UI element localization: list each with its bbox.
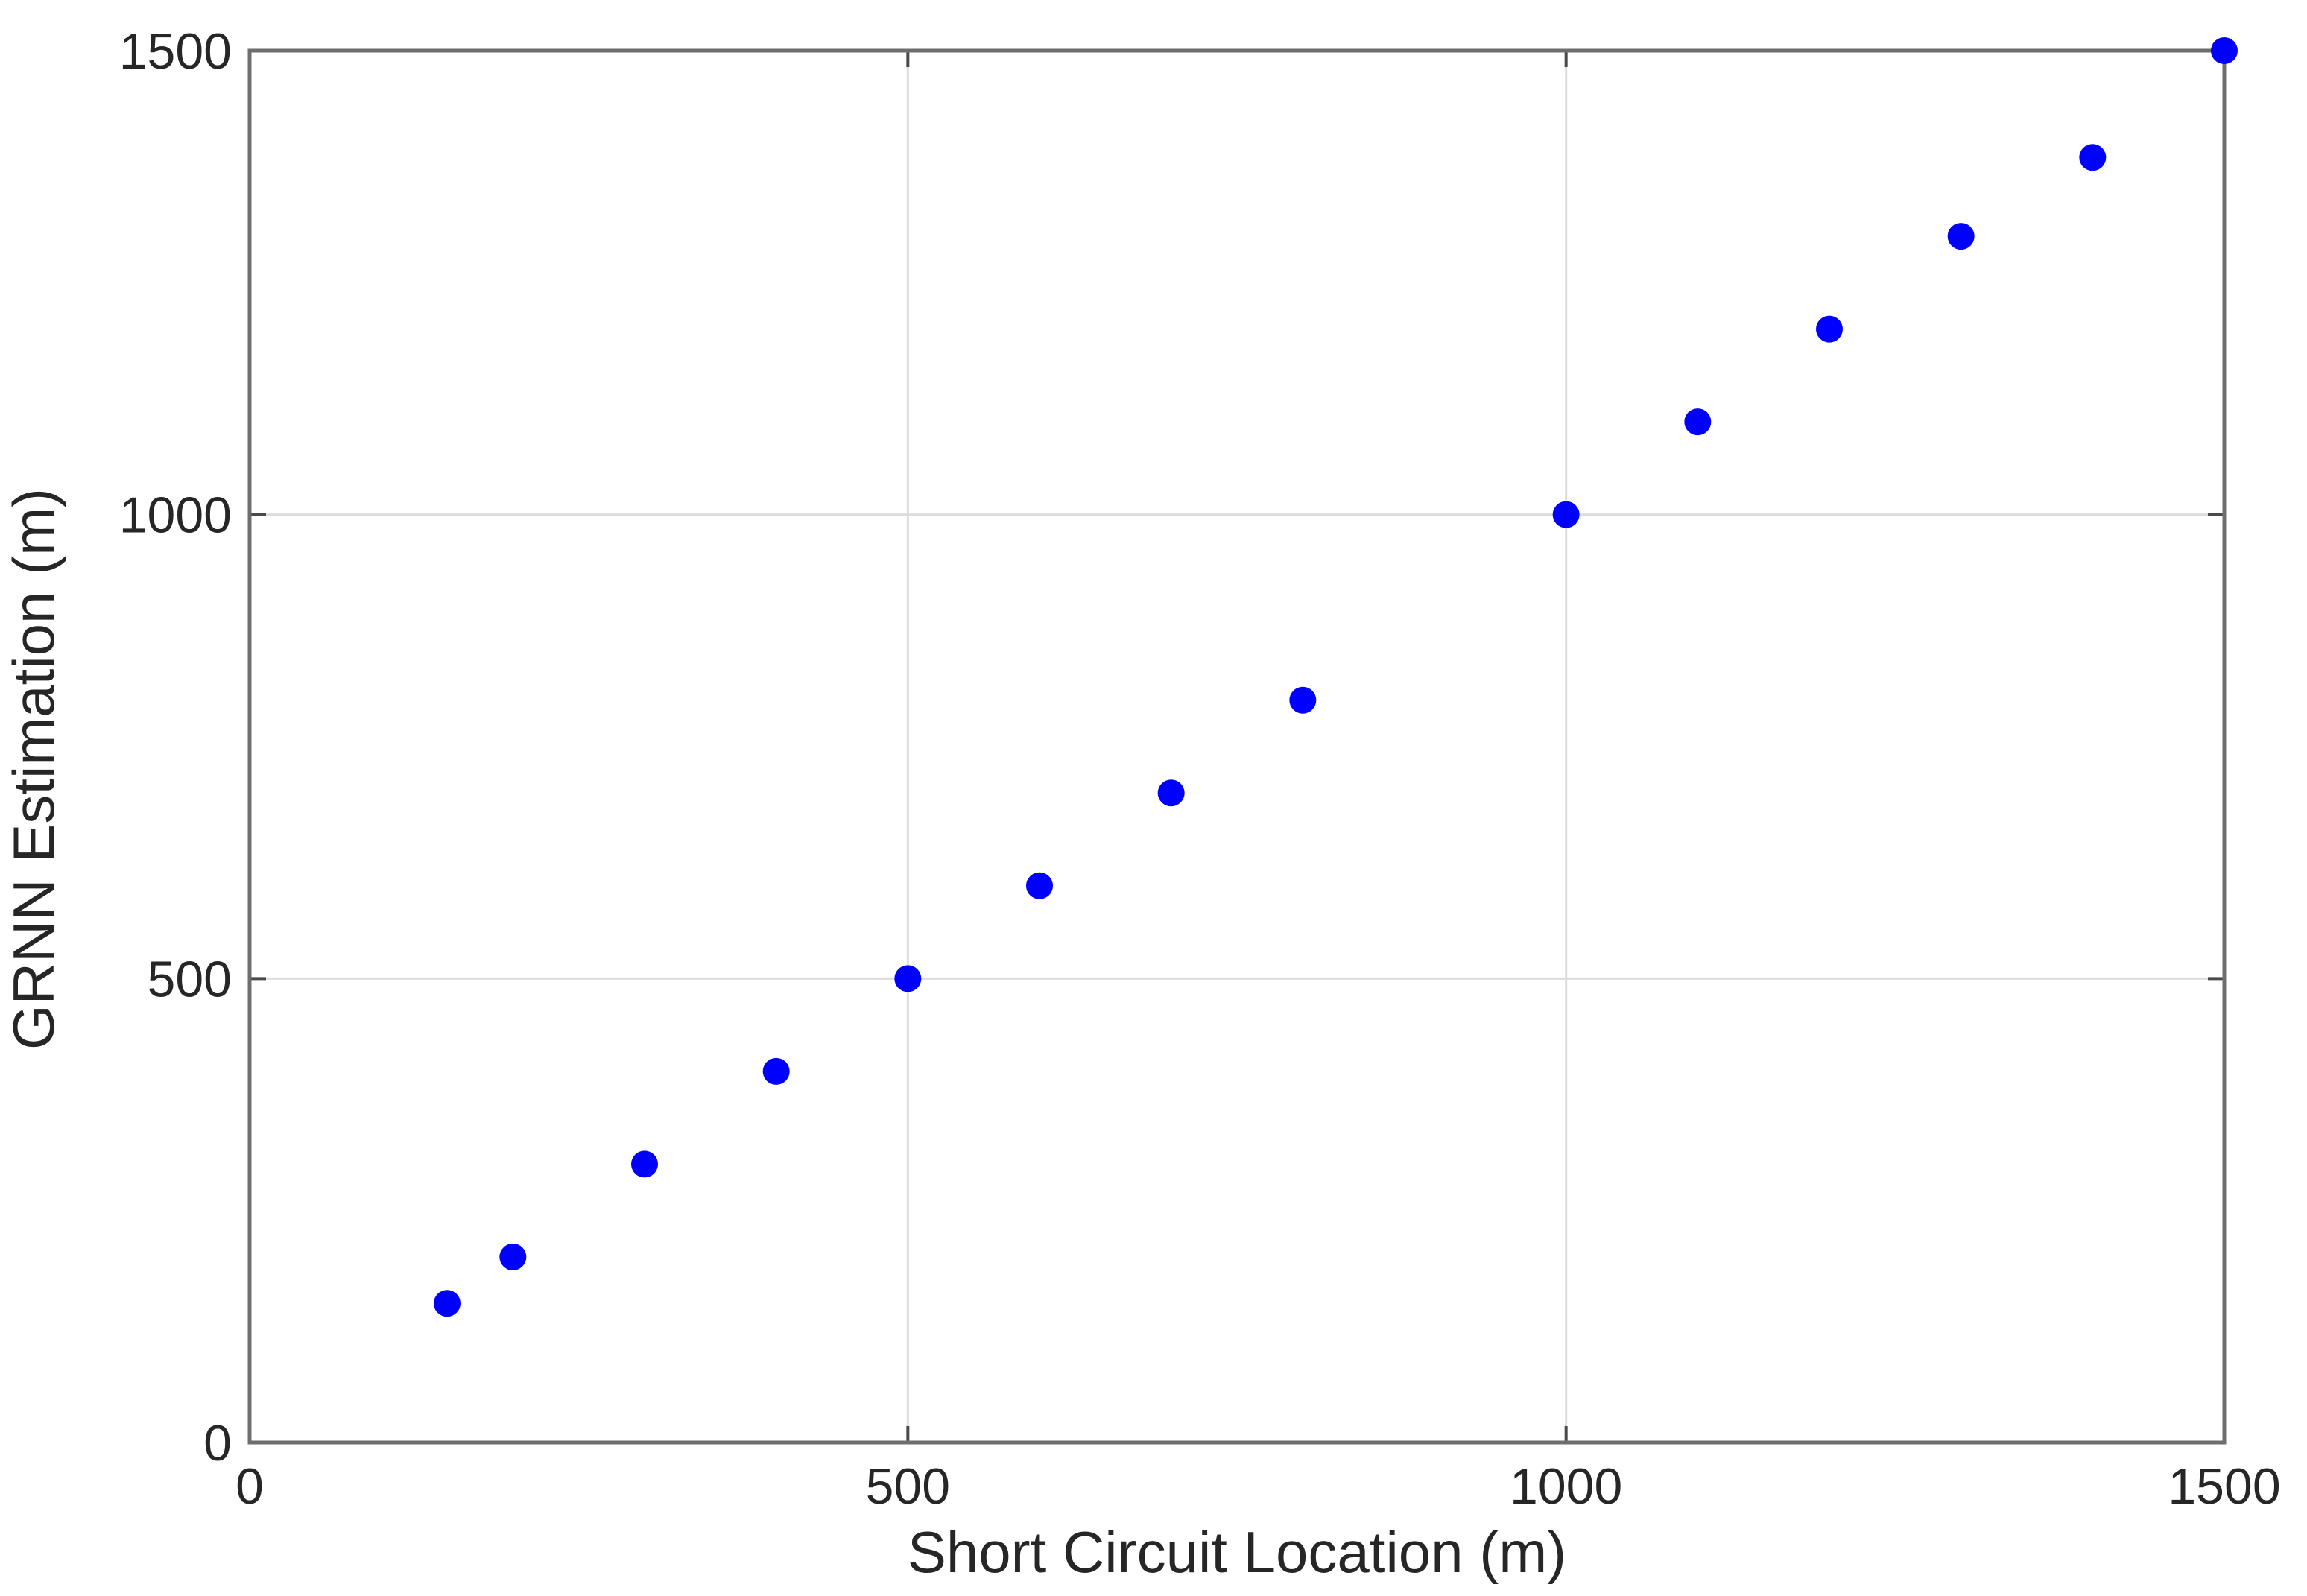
y-tick-label: 0	[203, 1415, 232, 1472]
y-tick-label: 1000	[119, 487, 232, 544]
data-point	[499, 1243, 527, 1270]
x-tick-label: 1500	[2168, 1458, 2280, 1515]
data-points	[434, 37, 2238, 1317]
data-point	[631, 1150, 658, 1178]
data-point	[1026, 872, 1053, 899]
data-point	[762, 1057, 790, 1085]
data-point	[894, 965, 922, 992]
data-point	[2211, 37, 2238, 64]
data-point	[434, 1290, 461, 1317]
x-tick-label: 1000	[1510, 1458, 1622, 1515]
data-point	[2079, 144, 2107, 171]
y-tick-labels: 0 500 1000 1500	[119, 23, 232, 1472]
x-axis-label: Short Circuit Location (m)	[908, 1519, 1566, 1585]
x-tick-label: 0	[235, 1458, 264, 1515]
data-point	[1947, 223, 1975, 250]
y-tick-label: 500	[148, 951, 232, 1007]
data-point	[1552, 501, 1580, 528]
plot-area-frame	[247, 48, 2227, 1445]
y-axis-label: GRNN Estimation (m)	[1, 488, 66, 1050]
x-tick-label: 500	[866, 1458, 950, 1515]
data-point	[1157, 779, 1185, 807]
y-tick-label: 1500	[119, 23, 232, 80]
data-point	[1684, 408, 1712, 436]
x-tick-labels: 0 500 1000 1500	[235, 1458, 2281, 1515]
data-point	[1816, 315, 1843, 343]
data-point	[1289, 686, 1317, 714]
